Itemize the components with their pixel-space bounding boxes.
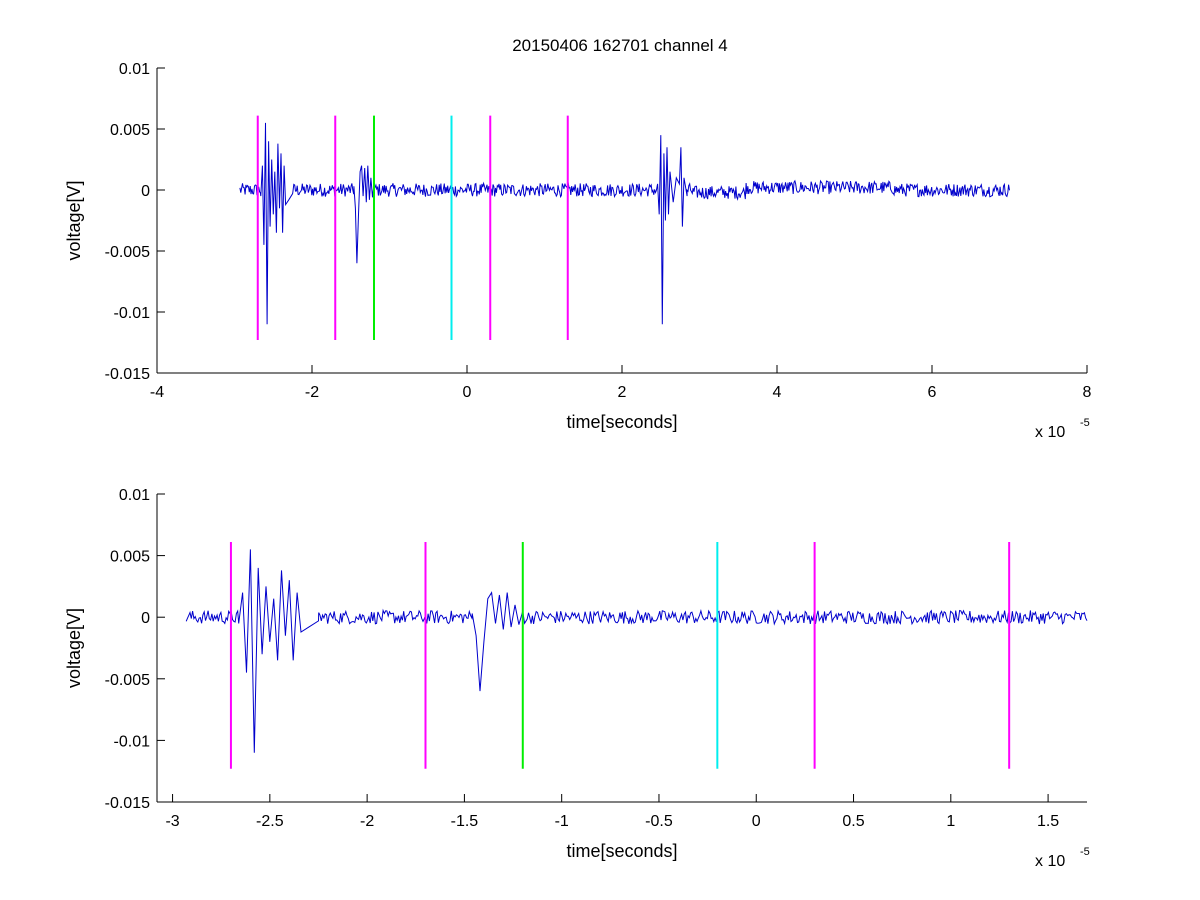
- y-tick-label: -0.01: [114, 733, 151, 750]
- x-tick-label: -4: [150, 384, 164, 401]
- y-tick-label: 0: [141, 610, 150, 627]
- x-tick-label: 8: [1083, 384, 1092, 401]
- x-tick-label: 0.5: [842, 813, 864, 830]
- x-exponent-power: -5: [1080, 846, 1090, 858]
- x-tick-label: 2: [618, 384, 627, 401]
- y-tick-label: 0.01: [119, 487, 150, 504]
- y-tick-label: 0.005: [110, 549, 150, 566]
- y-tick-label: 0.005: [110, 122, 150, 139]
- x-tick-label: -3: [165, 813, 179, 830]
- y-tick-label: -0.015: [105, 366, 150, 383]
- signal-trace: [239, 122, 1010, 325]
- y-tick-label: -0.015: [105, 795, 150, 812]
- figure-title: 20150406 162701 channel 4: [512, 36, 728, 55]
- x-axis-label: time[seconds]: [566, 841, 677, 861]
- x-tick-label: 1.5: [1037, 813, 1059, 830]
- x-tick-label: -2.5: [256, 813, 284, 830]
- x-tick-label: 6: [928, 384, 937, 401]
- y-tick-label: -0.005: [105, 672, 150, 689]
- y-axis-label: voltage[V]: [64, 608, 84, 688]
- y-axis-label: voltage[V]: [64, 180, 84, 260]
- signal-trace: [185, 549, 1088, 753]
- y-tick-label: 0.01: [119, 61, 150, 78]
- x-exponent-base: x 10: [1035, 853, 1065, 870]
- x-tick-label: -1: [555, 813, 569, 830]
- x-tick-label: 0: [752, 813, 761, 830]
- x-exponent-base: x 10: [1035, 424, 1065, 441]
- x-tick-label: -2: [360, 813, 374, 830]
- y-tick-label: -0.01: [114, 305, 151, 322]
- x-tick-label: -2: [305, 384, 319, 401]
- x-tick-label: 4: [773, 384, 782, 401]
- x-axis-label: time[seconds]: [566, 412, 677, 432]
- y-tick-label: 0: [141, 183, 150, 200]
- x-tick-label: 0: [463, 384, 472, 401]
- x-tick-label: -0.5: [645, 813, 673, 830]
- bottom-subplot: 0.01 0.005 0 -0.005 -0.01 -0.015 -3 -2.5 -2 -1.5 -…: [64, 487, 1090, 870]
- x-tick-label: 1: [946, 813, 955, 830]
- x-exponent-power: -5: [1080, 417, 1090, 429]
- top-subplot: 0.01 0.005 0 -0.005 -0.01 -0.015-4 -2 0 2 4 6 8 time…: [64, 61, 1092, 441]
- y-tick-label: -0.005: [105, 244, 150, 261]
- x-tick-label: -1.5: [451, 813, 479, 830]
